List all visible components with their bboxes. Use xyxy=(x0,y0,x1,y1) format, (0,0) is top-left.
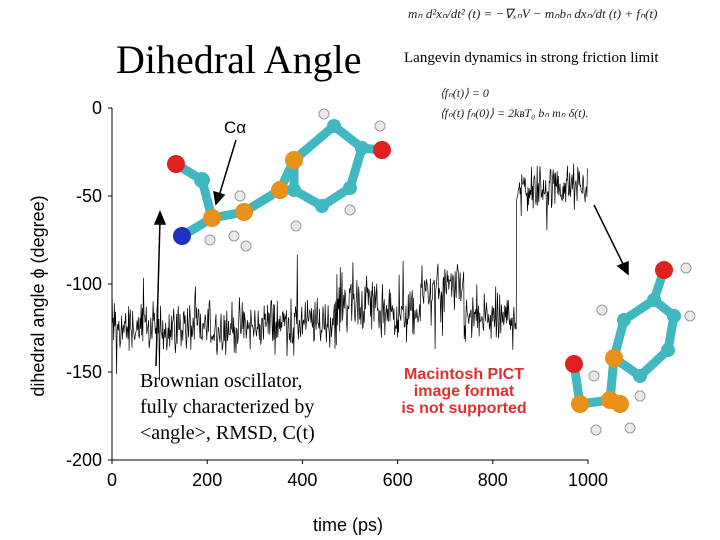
x-tick-label: 0 xyxy=(107,470,117,490)
callout-line-1: Brownian oscillator, xyxy=(140,370,303,392)
y-axis-label: dihedral angle ϕ (degree) xyxy=(28,195,48,396)
pict-line-1: Macintosh PICT xyxy=(403,366,524,383)
molecule-top xyxy=(167,108,391,252)
molecule-right xyxy=(565,261,696,436)
page-title: Dihedral Angle xyxy=(116,37,362,82)
angle-trace-line xyxy=(111,163,588,381)
x-tick-label: 400 xyxy=(287,470,317,490)
brownian-callout: Brownian oscillator, fully characterized… xyxy=(140,368,380,446)
calpha-label: Cα xyxy=(224,118,247,137)
langevin-equation: mₙ d²xₙ/dt² (t) = −∇ₓₙV − mₙbₙ dxₙ/dt (t… xyxy=(408,6,658,21)
noise-mean-equation: ⟨fₙ(t)⟩ = 0 xyxy=(440,86,489,100)
y-tick-label: -150 xyxy=(66,362,102,382)
chart-trace xyxy=(111,163,588,381)
x-tick-label: 600 xyxy=(383,470,413,490)
x-tick-label: 200 xyxy=(192,470,222,490)
arrows xyxy=(153,139,629,367)
callout-line-3: <angle>, RMSD, C(t) xyxy=(140,422,315,444)
pict-unsupported-notice: Macintosh PICT image format is not suppo… xyxy=(366,366,562,418)
equation-note: Langevin dynamics in strong friction lim… xyxy=(404,50,659,66)
pict-line-3: is not supported xyxy=(401,400,527,417)
chart-axes xyxy=(108,107,589,464)
arrow-right-head xyxy=(616,260,629,276)
y-tick-label: -50 xyxy=(76,186,102,206)
y-tick-label: 0 xyxy=(92,98,102,118)
arrow-calpha-head xyxy=(213,190,226,206)
x-axis-label: time (ps) xyxy=(313,515,383,535)
arrow-callout-head xyxy=(153,210,167,225)
arrow-right xyxy=(593,204,625,267)
arrow-calpha xyxy=(218,139,237,197)
x-tick-label: 1000 xyxy=(568,470,608,490)
pict-line-2: image format xyxy=(413,383,515,400)
callout-line-2: fully characterized by xyxy=(140,396,315,418)
x-tick-label: 800 xyxy=(478,470,508,490)
y-tick-label: -100 xyxy=(66,274,102,294)
y-tick-label: -200 xyxy=(66,450,102,470)
arrow-callout xyxy=(155,219,161,367)
noise-correlation-equation: ⟨fₙ(t) fₙ(0)⟩ = 2kʙT₀ bₙ mₙ δ(t). xyxy=(440,106,589,120)
